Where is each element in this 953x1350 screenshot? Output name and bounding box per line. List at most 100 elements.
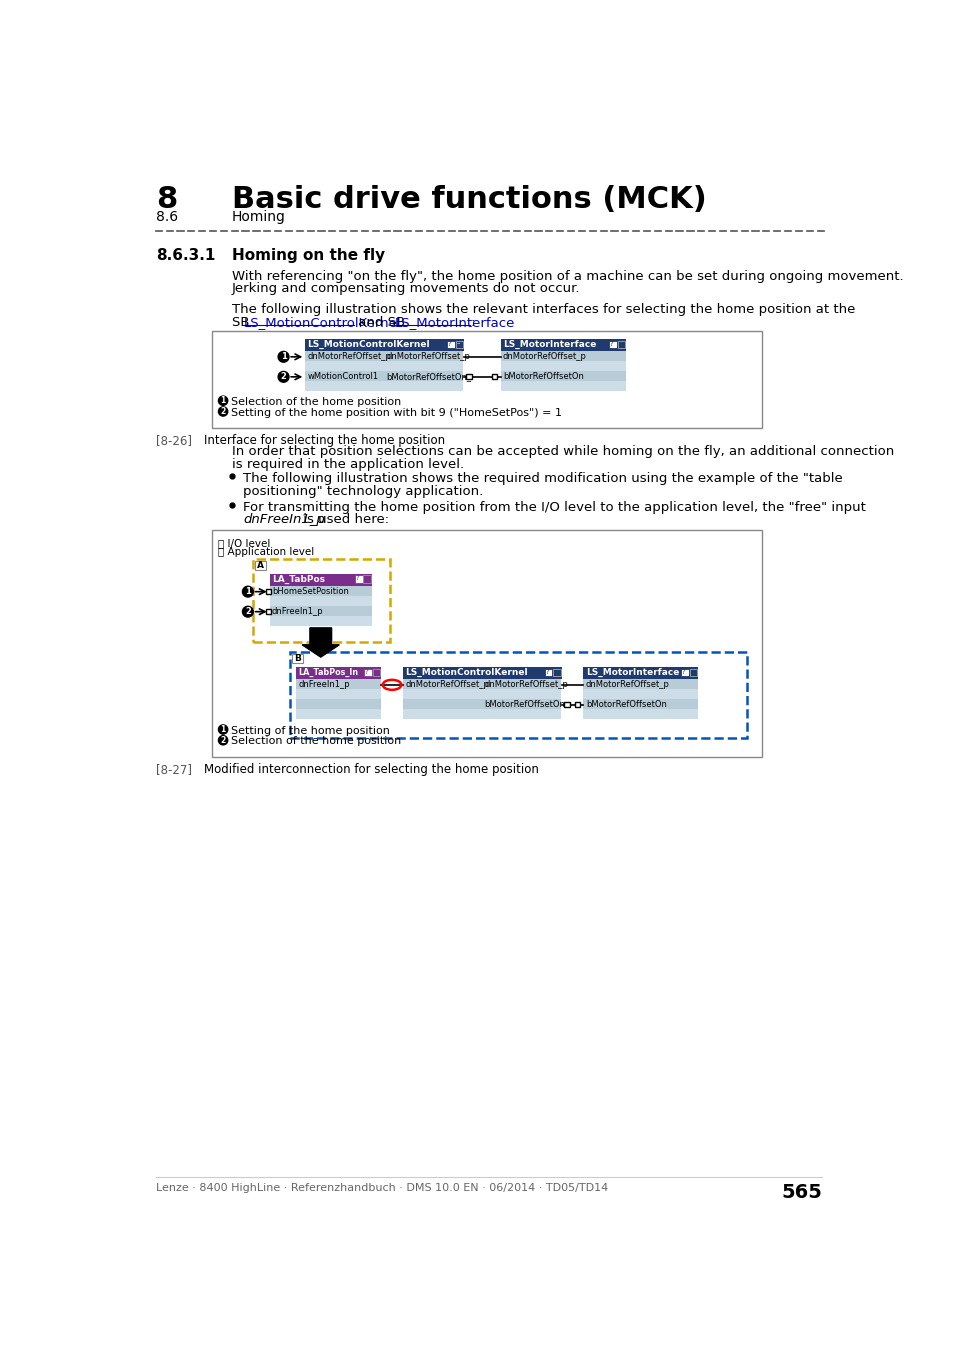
Bar [266, 589, 271, 594]
Text: Ⓐ I/O level: Ⓐ I/O level [218, 537, 271, 548]
Bar [305, 351, 384, 360]
Text: LS_MotionControlKernel: LS_MotionControlKernel [405, 668, 527, 678]
Text: Selection of the home position: Selection of the home position [231, 736, 400, 747]
Text: LS_MotorInterface: LS_MotorInterface [394, 316, 515, 329]
Text: 2: 2 [245, 608, 251, 616]
Bar [583, 688, 698, 699]
Text: ?: ? [447, 340, 451, 347]
Text: Homing: Homing [232, 209, 285, 224]
Text: Setting of the home position with bit 9 ("HomeSetPos") = 1: Setting of the home position with bit 9 … [231, 408, 561, 417]
Text: LS_MotionControlKernel: LS_MotionControlKernel [307, 340, 430, 350]
Circle shape [218, 736, 228, 745]
Bar [305, 339, 464, 351]
Text: 1: 1 [245, 587, 251, 597]
Text: SB: SB [232, 316, 253, 329]
Bar [500, 351, 625, 360]
Bar [363, 575, 371, 583]
Bar [402, 679, 481, 688]
Text: dnMotorRefOffset_p: dnMotorRefOffset_p [502, 352, 586, 362]
Text: The following illustration shows the required modification using the example of : The following illustration shows the req… [243, 472, 842, 485]
Text: wMotionControl1: wMotionControl1 [307, 373, 378, 381]
Text: :: : [470, 316, 475, 329]
Bar [583, 667, 698, 679]
Text: Ⓑ Application level: Ⓑ Application level [218, 547, 314, 558]
Bar [544, 668, 552, 676]
Polygon shape [302, 628, 339, 657]
Text: LS_MotionControlKernel: LS_MotionControlKernel [244, 316, 401, 329]
Bar [364, 668, 372, 676]
Bar [384, 371, 463, 381]
Bar [295, 709, 381, 718]
Bar [583, 709, 698, 718]
Bar [583, 699, 698, 709]
Bar [689, 668, 697, 676]
Bar [295, 699, 381, 709]
Text: bMotorRefOffsetOn: bMotorRefOffsetOn [585, 701, 666, 709]
Text: bMotorRefOffsetOn: bMotorRefOffsetOn [484, 701, 564, 709]
Text: Jerking and compensating movements do not occur.: Jerking and compensating movements do no… [232, 282, 579, 296]
Bar [212, 531, 761, 757]
Bar [500, 339, 625, 351]
Text: 1: 1 [220, 725, 226, 734]
Text: ?: ? [609, 340, 613, 347]
Circle shape [278, 371, 289, 382]
Text: ?: ? [681, 668, 685, 675]
Text: A: A [256, 560, 264, 570]
Bar [500, 381, 625, 390]
Text: dnMotorRefOffset_p: dnMotorRefOffset_p [484, 680, 568, 690]
Text: –: – [456, 340, 460, 347]
Bar [373, 668, 380, 676]
Text: dnFreeIn1_p: dnFreeIn1_p [243, 513, 325, 526]
Bar [617, 340, 624, 348]
Text: 1: 1 [280, 352, 286, 362]
Bar [583, 679, 698, 688]
Text: In order that position selections can be accepted while homing on the fly, an ad: In order that position selections can be… [232, 446, 893, 459]
Text: dnMotorRefOffset_p: dnMotorRefOffset_p [386, 352, 470, 362]
Circle shape [242, 586, 253, 597]
Text: For transmitting the home position from the I/O level to the application level, : For transmitting the home position from … [243, 501, 865, 514]
Bar [270, 595, 372, 606]
Text: positioning" technology application.: positioning" technology application. [243, 485, 483, 498]
Text: Lenze · 8400 HighLine · Referenzhandbuch · DMS 10.0 EN · 06/2014 · TD05/TD14: Lenze · 8400 HighLine · Referenzhandbuch… [155, 1183, 607, 1193]
Circle shape [218, 406, 228, 416]
Bar [270, 574, 372, 586]
Text: Selection of the home position: Selection of the home position [231, 397, 400, 406]
Bar [384, 381, 463, 390]
Text: bMotorRefOffsetOn: bMotorRefOffsetOn [502, 373, 583, 381]
Bar [270, 616, 372, 625]
Text: LS_MotorInterface: LS_MotorInterface [502, 340, 596, 350]
Text: 1: 1 [220, 396, 226, 405]
Bar [253, 559, 390, 641]
Bar [305, 381, 384, 390]
Bar [295, 679, 381, 688]
Bar [481, 699, 560, 709]
Bar [456, 340, 463, 348]
Bar [270, 586, 372, 595]
Text: ?: ? [355, 575, 359, 582]
Text: With referencing "on the fly", the home position of a machine can be set during : With referencing "on the fly", the home … [232, 270, 902, 282]
Text: 8: 8 [155, 185, 176, 215]
Text: Interface for selecting the home position: Interface for selecting the home positio… [204, 433, 445, 447]
Text: and SB: and SB [354, 316, 409, 329]
Circle shape [278, 351, 289, 362]
Text: Homing on the fly: Homing on the fly [232, 248, 384, 263]
Bar [553, 668, 560, 676]
Bar [295, 688, 381, 699]
Bar [212, 331, 761, 428]
Text: bMotorRefOffsetOn_: bMotorRefOffsetOn_ [386, 373, 471, 381]
Bar [492, 374, 497, 379]
Text: is used here:: is used here: [298, 513, 389, 526]
Text: LS_MotorInterface: LS_MotorInterface [585, 668, 679, 678]
Bar [466, 374, 472, 379]
Bar [481, 679, 560, 688]
Bar [402, 699, 481, 709]
Bar [481, 688, 560, 699]
Text: The following illustration shows the relevant interfaces for selecting the home : The following illustration shows the rel… [232, 302, 854, 316]
Bar [305, 360, 384, 371]
Text: dnFreeIn1_p: dnFreeIn1_p [298, 680, 350, 690]
Text: 2: 2 [220, 406, 226, 416]
Bar [402, 709, 481, 718]
Bar [563, 702, 569, 707]
Bar [384, 351, 463, 360]
Text: dnMotorRefOffset_p: dnMotorRefOffset_p [307, 352, 391, 362]
